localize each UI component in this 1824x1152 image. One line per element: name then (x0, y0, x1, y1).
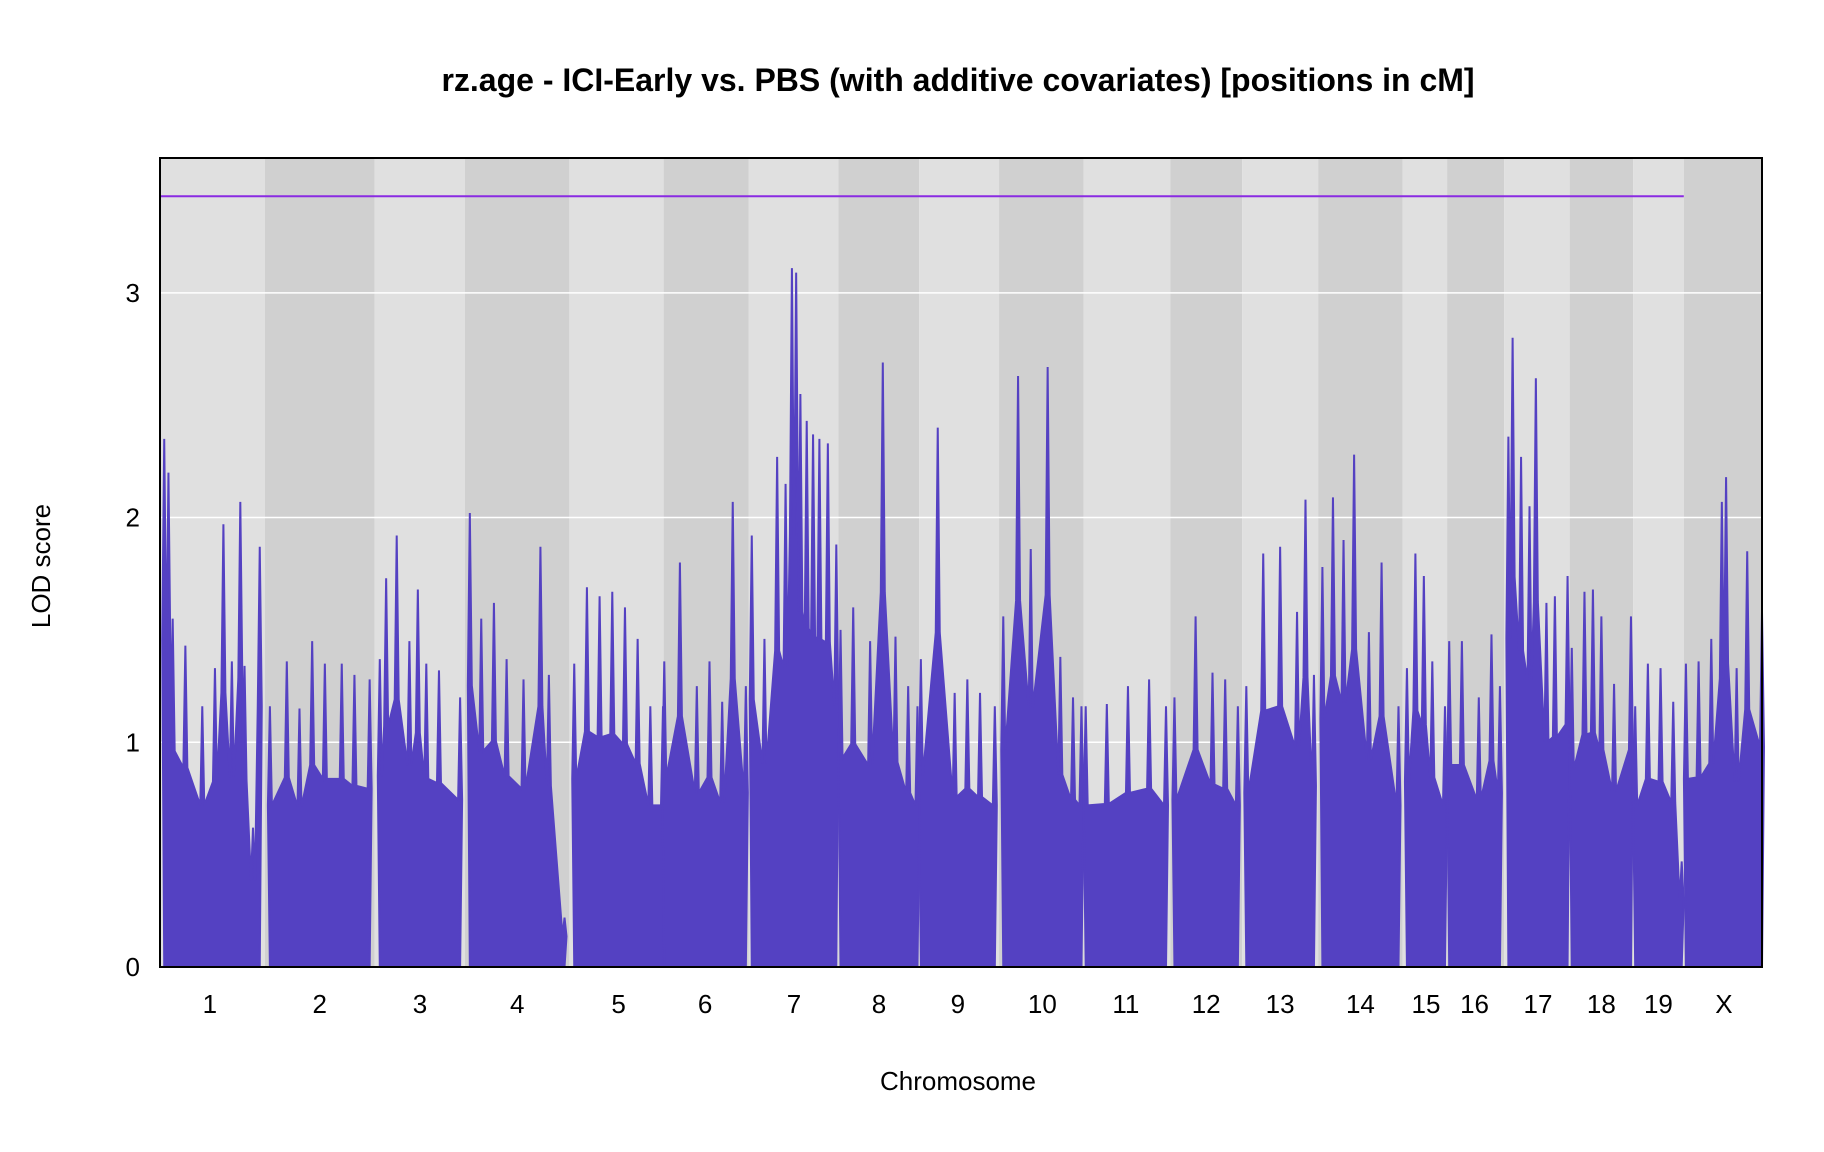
x-tick-label: 7 (787, 989, 801, 1019)
x-tick-label: 19 (1644, 989, 1673, 1019)
x-axis-ticks: 1 2 3 4 5 6 7 8 9 10 11 12 13 14 15 16 17 18 19 X (203, 989, 1733, 1019)
x-tick-label: 3 (413, 989, 427, 1019)
x-tick-label: 6 (698, 989, 712, 1019)
lod-peak (1403, 553, 1448, 968)
x-tick-label: 5 (611, 989, 625, 1019)
lod-peak (376, 535, 464, 968)
lod-peak (1568, 589, 1634, 968)
lod-peak (661, 501, 749, 968)
x-tick-label: 18 (1587, 989, 1616, 1019)
plot-frame (159, 157, 1763, 968)
x-tick-label: 1 (203, 989, 217, 1019)
lod-peak (1682, 477, 1766, 968)
lod-peak (161, 438, 263, 968)
x-tick-label: 16 (1460, 989, 1489, 1019)
lod-peak (1171, 616, 1241, 968)
x-tick-label: 10 (1028, 989, 1057, 1019)
y-axis-ticks: 0 1 2 3 (126, 278, 140, 982)
lod-peak (1243, 499, 1317, 968)
y-tick-label: 0 (126, 952, 140, 982)
y-tick-label: 3 (126, 278, 140, 308)
y-axis-label: LOD score (26, 504, 56, 628)
lod-trace (161, 268, 1766, 968)
x-tick-label: 15 (1411, 989, 1440, 1019)
x-axis-label: Chromosome (880, 1066, 1036, 1096)
lod-peak (837, 362, 921, 968)
lod-peak (1632, 663, 1685, 968)
x-tick-label: 2 (313, 989, 327, 1019)
lod-peak (1446, 634, 1503, 968)
y-tick-label: 1 (126, 727, 140, 757)
x-tick-label: 4 (510, 989, 524, 1019)
lod-peak (917, 427, 998, 968)
x-tick-label: 9 (951, 989, 965, 1019)
x-tick-label: 14 (1346, 989, 1375, 1019)
lod-peak (1319, 454, 1402, 968)
lod-peak (266, 641, 373, 968)
lod-peak (748, 268, 840, 968)
lod-peak (1000, 366, 1085, 968)
lod-peak (466, 513, 568, 968)
x-tick-label: 11 (1112, 989, 1139, 1019)
lod-peak (1505, 337, 1571, 968)
y-tick-label: 2 (126, 503, 140, 533)
x-tick-label: 12 (1192, 989, 1221, 1019)
x-tick-label: X (1715, 989, 1732, 1019)
x-tick-label: 17 (1524, 989, 1553, 1019)
lod-peak (1082, 679, 1170, 968)
lod-peak (571, 587, 667, 968)
chart-title: rz.age - ICI-Early vs. PBS (with additiv… (441, 62, 1474, 98)
x-tick-label: 13 (1266, 989, 1295, 1019)
x-tick-label: 8 (872, 989, 886, 1019)
